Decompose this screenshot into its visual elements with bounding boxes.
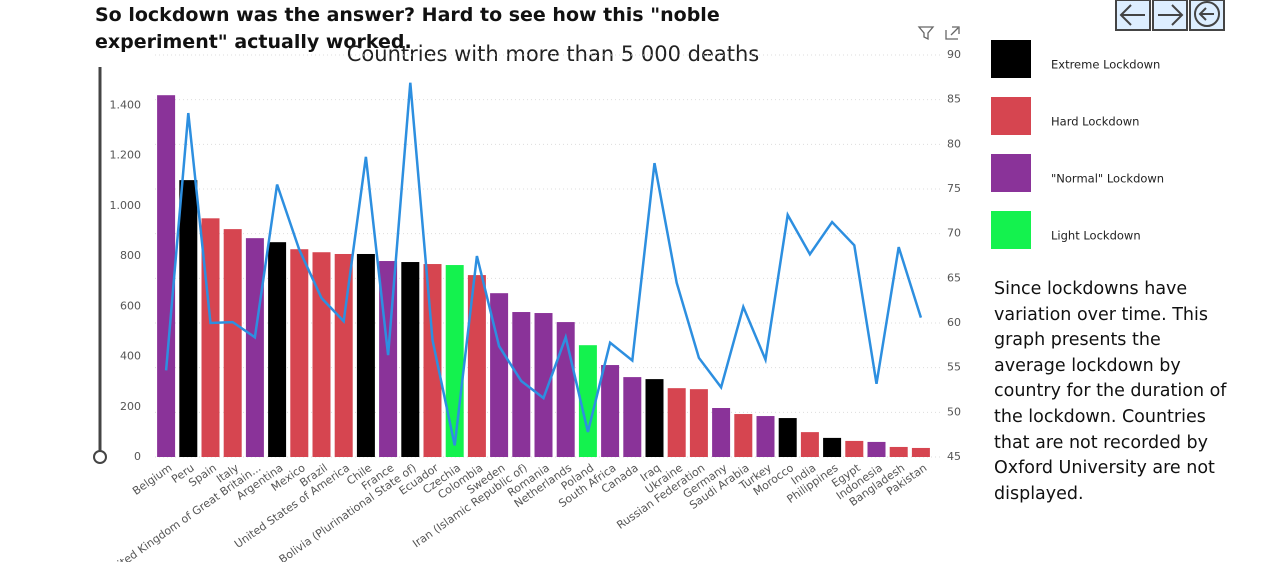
bar <box>823 437 842 457</box>
bar <box>534 313 553 457</box>
bar <box>734 414 753 457</box>
bar <box>356 253 375 457</box>
note: Since lockdowns have variation over time… <box>994 279 1227 504</box>
bar <box>445 265 464 457</box>
y2-tick-label: 85 <box>947 93 961 106</box>
focus-icon[interactable] <box>945 26 960 40</box>
y2-tick-label: 55 <box>947 361 961 374</box>
y-tick-label: 0 <box>134 450 141 463</box>
bar <box>601 365 620 457</box>
bar <box>423 264 442 457</box>
bar <box>889 446 908 457</box>
bar <box>911 447 930 457</box>
y2-tick-label: 75 <box>947 182 961 195</box>
bar <box>778 418 797 457</box>
bar <box>689 389 708 457</box>
legend-swatch <box>991 154 1031 192</box>
toolbar <box>917 26 960 41</box>
bar <box>290 249 309 457</box>
bar <box>867 441 886 457</box>
bar <box>467 275 486 457</box>
y2-tick-label: 60 <box>947 316 961 329</box>
bar <box>623 377 642 457</box>
y-tick-label: 800 <box>120 249 141 262</box>
legend-swatch <box>991 211 1031 249</box>
legend-label: Light Lockdown <box>1051 229 1141 243</box>
y2-tick-label: 45 <box>947 450 961 463</box>
bar <box>334 253 353 457</box>
page-title: So lockdown was the answer? Hard to see … <box>95 4 720 53</box>
bar <box>179 180 198 457</box>
bar <box>578 345 597 457</box>
legend-label: Hard Lockdown <box>1051 115 1139 129</box>
y2-tick-label: 80 <box>947 137 961 150</box>
nav-buttons <box>1115 0 1225 31</box>
slider-handle[interactable] <box>93 450 107 464</box>
x-tick-label: Belgium <box>130 461 174 498</box>
bar <box>490 293 509 457</box>
y-tick-label: 400 <box>120 350 141 363</box>
bar <box>223 229 242 457</box>
y-tick-label: 600 <box>120 299 141 312</box>
bar <box>157 95 176 457</box>
bar <box>268 242 287 457</box>
y-tick-label: 200 <box>120 400 141 413</box>
legend-label: "Normal" Lockdown <box>1051 172 1164 186</box>
y2-tick-label: 90 <box>947 48 961 61</box>
y2-tick-label: 70 <box>947 227 961 240</box>
bar <box>512 312 531 457</box>
y-tick-label: 1.000 <box>110 199 142 212</box>
y2-tick-label: 50 <box>947 405 961 418</box>
bar <box>845 440 864 457</box>
chart-title: Countries with more than 5 000 deaths <box>347 42 759 66</box>
bar <box>645 379 664 457</box>
bar <box>800 432 819 457</box>
legend-label: Extreme Lockdown <box>1051 58 1160 72</box>
legend-swatch <box>991 97 1031 135</box>
y-tick-label: 1.200 <box>110 149 142 162</box>
bar <box>245 238 264 457</box>
line <box>164 82 923 446</box>
bar <box>401 262 420 457</box>
bar <box>712 408 731 457</box>
legend-swatch <box>991 40 1031 78</box>
bar <box>667 388 686 457</box>
bar <box>756 416 775 457</box>
filter-icon[interactable] <box>917 26 935 41</box>
y2-tick-label: 65 <box>947 271 961 284</box>
y-tick-label: 1.400 <box>110 98 142 111</box>
